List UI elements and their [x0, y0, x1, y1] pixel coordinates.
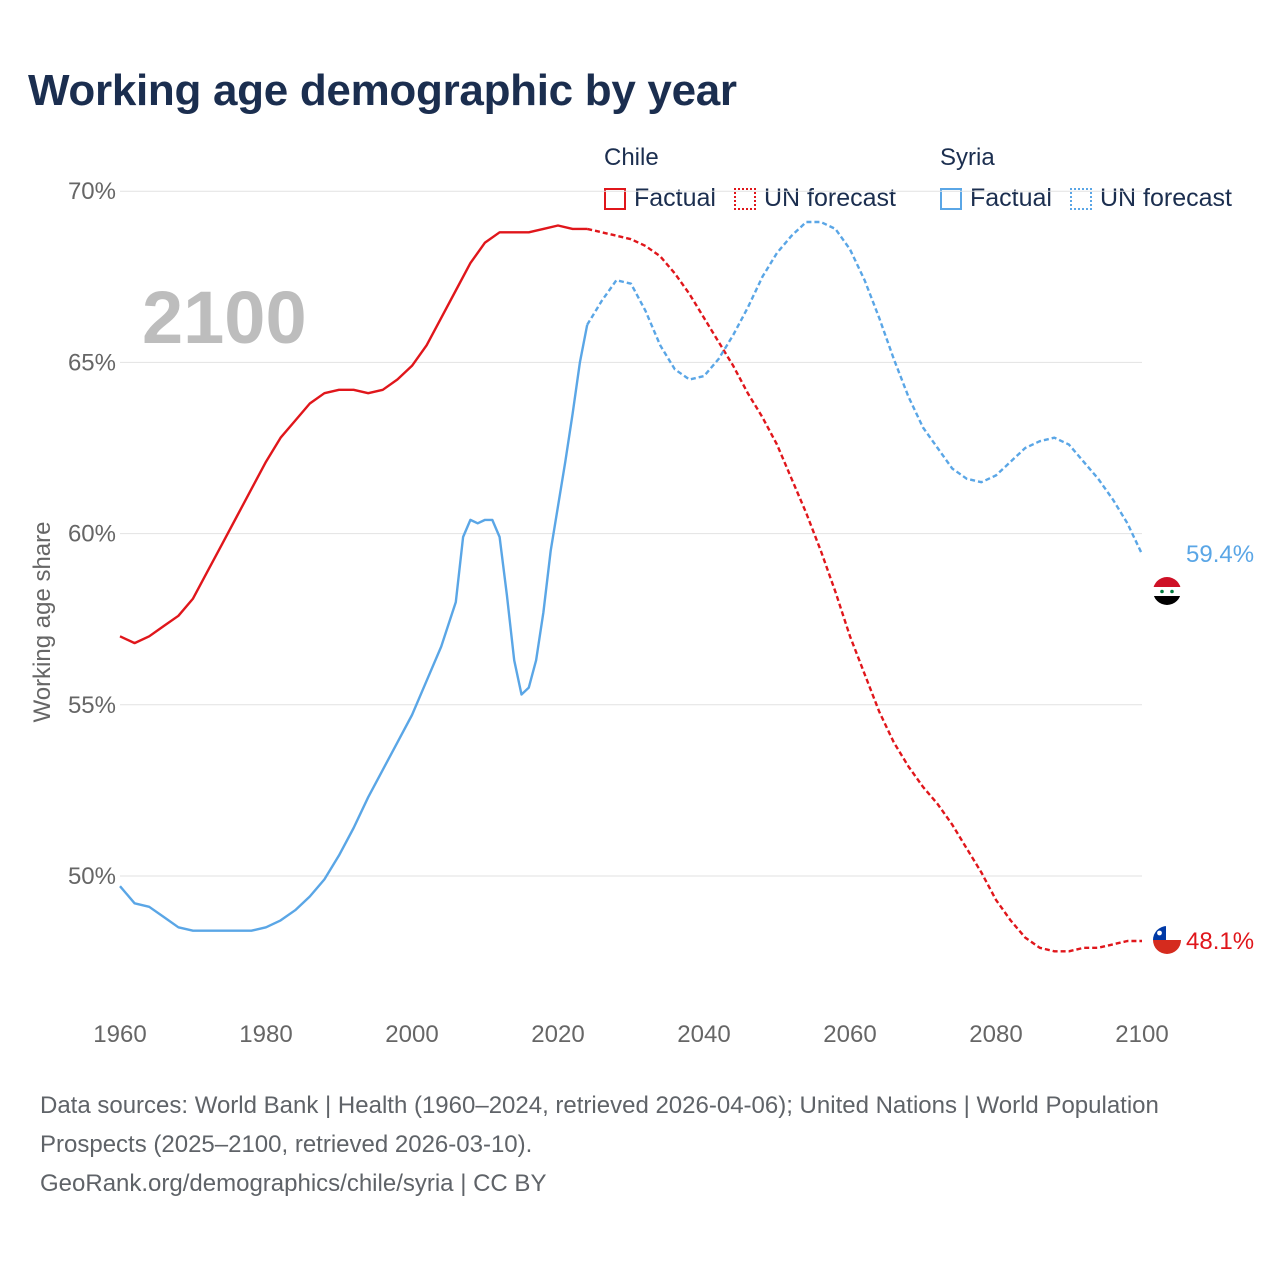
y-tick-label: 55%	[68, 692, 116, 719]
y-tick-label: 70%	[68, 178, 116, 205]
x-tick-label: 2040	[677, 1021, 730, 1048]
legend-swatch-dotted	[733, 187, 756, 210]
x-tick-label: 1960	[93, 1021, 146, 1048]
end-value-label-chile: 48.1%	[1186, 928, 1254, 955]
legend-swatch-dotted	[1069, 187, 1092, 210]
axis-labels: 50% 55% 60% 65% 70% 1960 1980 2000 2020 2040 2060 2…	[68, 178, 1169, 1048]
data-sources-text: Data sources: World Bank | Health (1960–…	[40, 1092, 1159, 1158]
legend-item-chile-factual[interactable]: Factual	[604, 184, 716, 213]
x-tick-label: 2000	[385, 1021, 438, 1048]
legend-item-chile-forecast[interactable]: UN forecast	[733, 184, 896, 213]
line-chart: 2100 Working age share 50% 55% 60% 65% 70% 19…	[29, 178, 1254, 1048]
legend-item-syria-factual[interactable]: Factual	[940, 184, 1052, 213]
legend-label: Factual	[970, 184, 1052, 212]
gridlines	[120, 190, 1142, 877]
chart-title: Working age demographic by year	[28, 66, 737, 115]
series-line-chile-factual	[119, 224, 588, 645]
y-tick-label: 50%	[68, 863, 116, 890]
series-line-chile-forecast	[586, 227, 1142, 953]
series-line-syria-forecast	[586, 220, 1144, 555]
y-axis-title: Working age share	[29, 522, 56, 723]
x-tick-label: 2100	[1115, 1021, 1168, 1048]
syria-flag-icon	[1153, 577, 1181, 605]
series-lines	[119, 220, 1144, 953]
x-tick-label: 2020	[531, 1021, 584, 1048]
year-watermark: 2100	[142, 276, 307, 359]
y-tick-label: 65%	[68, 349, 116, 376]
x-tick-label: 1980	[239, 1021, 292, 1048]
legend-label: Factual	[634, 184, 716, 212]
legend-group-chile: Chile Factual UN forecast	[604, 144, 914, 213]
legend-label: UN forecast	[1099, 184, 1232, 212]
y-tick-label: 60%	[68, 521, 116, 548]
x-tick-label: 2060	[823, 1021, 876, 1048]
legend-group-title: Syria	[940, 144, 995, 171]
legend-swatch-solid	[604, 187, 626, 210]
legend-label: UN forecast	[763, 184, 896, 212]
legend-group-title: Chile	[604, 144, 659, 171]
chile-flag-icon	[1153, 926, 1181, 954]
credit-text: GeoRank.org/demographics/chile/syria | C…	[40, 1170, 547, 1197]
footer: Data sources: World Bank | Health (1960–…	[40, 1086, 1160, 1203]
legend-group-syria: Syria Factual UN forecast	[940, 144, 1232, 213]
end-value-label-syria: 59.4%	[1186, 541, 1254, 568]
series-line-syria-factual	[119, 324, 589, 932]
legend-item-syria-forecast[interactable]: UN forecast	[1069, 184, 1232, 213]
legend-swatch-solid	[940, 187, 962, 210]
x-tick-label: 2080	[969, 1021, 1022, 1048]
end-labels: 48.1% 59.4%	[1186, 541, 1254, 955]
